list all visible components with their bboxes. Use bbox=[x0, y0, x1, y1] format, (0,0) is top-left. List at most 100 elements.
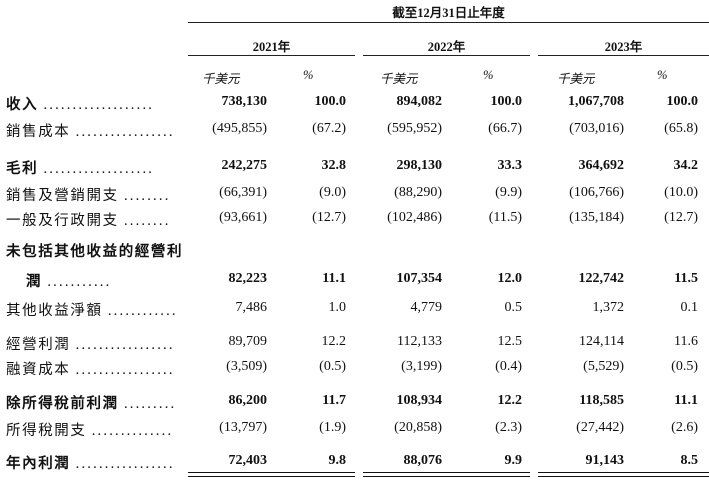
row-label: 潤 ........... bbox=[26, 270, 111, 291]
cell-pct-2021: (1.9) bbox=[319, 420, 346, 435]
cell-amount-2022: 298,130 bbox=[396, 158, 443, 173]
cell-amount-2023: 118,585 bbox=[579, 393, 624, 408]
year-2023-rule bbox=[538, 55, 709, 56]
unit-pct-2022: % bbox=[483, 68, 494, 82]
cell-pct-2022: 100.0 bbox=[490, 94, 523, 109]
cell-pct-2021: 100.0 bbox=[314, 94, 347, 109]
cell-amount-2022: (20,858) bbox=[394, 420, 442, 435]
row-label-text: 銷售成本 bbox=[6, 124, 71, 140]
cell-amount-2022: (3,199) bbox=[401, 359, 442, 374]
leader-dots: ........ bbox=[123, 213, 171, 229]
row-label-text: 潤 bbox=[26, 274, 43, 290]
row-label-text: 除所得稅前利潤 bbox=[6, 396, 119, 412]
row-label: 其他收益淨額 ............ bbox=[6, 299, 178, 320]
row-label-text: 融資成本 bbox=[6, 362, 71, 378]
cell-pct-2021: (9.0) bbox=[319, 185, 346, 200]
cell-amount-2021: (66,391) bbox=[219, 185, 267, 200]
leader-dots: ................. bbox=[75, 456, 175, 472]
cell-pct-2023: 100.0 bbox=[666, 94, 699, 109]
leader-dots: ......... bbox=[123, 396, 177, 412]
row-label: 收入 ................... bbox=[6, 93, 154, 114]
cell-pct-2023: 11.5 bbox=[674, 271, 698, 286]
cell-amount-2023: 122,742 bbox=[578, 271, 625, 286]
cell-pct-2021: 12.2 bbox=[321, 334, 347, 349]
cell-amount-2022: (595,952) bbox=[387, 121, 442, 136]
cell-pct-2022: 9.9 bbox=[504, 453, 523, 468]
leader-dots: ................. bbox=[75, 124, 175, 140]
cell-pct-2022: (9.9) bbox=[495, 185, 522, 200]
leader-dots: ................. bbox=[75, 337, 175, 353]
cell-pct-2021: 11.7 bbox=[322, 393, 346, 408]
cell-pct-2021: (67.2) bbox=[312, 121, 346, 136]
period-header: 截至12月31日止年度 bbox=[392, 6, 505, 20]
cell-amount-2021: 72,403 bbox=[228, 453, 268, 468]
row-label-text: 所得稅開支 bbox=[6, 423, 87, 439]
leader-dots: ................... bbox=[43, 97, 155, 113]
cell-amount-2023: 1,372 bbox=[592, 300, 625, 315]
unit-amount-2022: 千美元 bbox=[380, 72, 418, 86]
total-double-rule-2022 bbox=[363, 472, 530, 477]
year-2021-rule bbox=[188, 55, 355, 56]
cell-pct-2022: (66.7) bbox=[488, 121, 522, 136]
cell-pct-2022: (0.4) bbox=[495, 359, 522, 374]
row-label: 年內利潤 ................. bbox=[6, 452, 175, 473]
row-label-text: 收入 bbox=[6, 97, 39, 113]
unit-pct-2021: % bbox=[303, 68, 314, 82]
cell-pct-2021: 9.8 bbox=[328, 453, 347, 468]
cell-pct-2021: 32.8 bbox=[321, 158, 347, 173]
row-label-text: 銷售及營銷開支 bbox=[6, 188, 119, 204]
leader-dots: ........ bbox=[123, 188, 171, 204]
leader-dots: ............ bbox=[107, 303, 178, 319]
cell-pct-2021: 1.0 bbox=[328, 300, 347, 315]
cell-pct-2023: (65.8) bbox=[664, 121, 698, 136]
row-label: 銷售成本 ................. bbox=[6, 120, 175, 141]
row-label: 除所得稅前利潤 ......... bbox=[6, 392, 176, 413]
cell-amount-2023: 364,692 bbox=[578, 158, 625, 173]
row-label-text: 經營利潤 bbox=[6, 337, 71, 353]
cell-amount-2022: (102,486) bbox=[387, 210, 442, 225]
cell-amount-2022: 4,779 bbox=[410, 300, 443, 315]
cell-amount-2022: 112,133 bbox=[397, 334, 442, 349]
unit-amount-2021: 千美元 bbox=[202, 72, 240, 86]
leader-dots: ........... bbox=[47, 274, 112, 290]
cell-pct-2023: (2.6) bbox=[671, 420, 698, 435]
row-label-text: 一般及行政開支 bbox=[6, 213, 119, 229]
cell-amount-2022: 108,934 bbox=[396, 393, 443, 408]
cell-pct-2023: 34.2 bbox=[673, 158, 699, 173]
cell-amount-2021: (93,661) bbox=[219, 210, 267, 225]
cell-amount-2022: 894,082 bbox=[396, 94, 443, 109]
year-2023-header: 2023年 bbox=[604, 40, 643, 54]
cell-pct-2023: 11.6 bbox=[674, 334, 698, 349]
leader-dots: .............. bbox=[91, 423, 174, 439]
cell-pct-2023: (0.5) bbox=[671, 359, 698, 374]
cell-amount-2023: 91,143 bbox=[585, 453, 625, 468]
cell-amount-2021: 738,130 bbox=[221, 94, 268, 109]
cell-pct-2023: 0.1 bbox=[680, 300, 699, 315]
cell-amount-2022: 107,354 bbox=[396, 271, 443, 286]
cell-amount-2021: (3,509) bbox=[226, 359, 267, 374]
cell-pct-2021: (0.5) bbox=[319, 359, 346, 374]
cell-amount-2021: 86,200 bbox=[228, 393, 268, 408]
row-label: 毛利 ................... bbox=[6, 157, 154, 178]
row-label: 一般及行政開支 ........ bbox=[6, 209, 171, 230]
cell-pct-2023: (12.7) bbox=[664, 210, 698, 225]
unit-pct-2023: % bbox=[657, 68, 668, 82]
row-label: 融資成本 ................. bbox=[6, 358, 175, 379]
cell-pct-2023: 8.5 bbox=[680, 453, 699, 468]
cell-amount-2022: 88,076 bbox=[403, 453, 443, 468]
leader-dots: ................. bbox=[75, 362, 175, 378]
row-label: 所得稅開支 .............. bbox=[6, 419, 173, 440]
cell-pct-2022: 12.2 bbox=[497, 393, 523, 408]
cell-amount-2023: 124,114 bbox=[579, 334, 624, 349]
row-label-text: 未包括其他收益的經營利 bbox=[6, 244, 184, 260]
cell-amount-2021: 89,709 bbox=[228, 334, 268, 349]
row-label-text: 毛利 bbox=[6, 161, 39, 177]
cell-amount-2023: 1,067,708 bbox=[568, 94, 624, 109]
cell-pct-2022: (11.5) bbox=[488, 210, 522, 225]
cell-pct-2021: (12.7) bbox=[312, 210, 346, 225]
cell-amount-2021: 7,486 bbox=[235, 300, 268, 315]
row-label: 未包括其他收益的經營利 bbox=[6, 240, 183, 261]
leader-dots: ................... bbox=[43, 161, 155, 177]
year-2022-rule bbox=[363, 55, 530, 56]
cell-amount-2023: (5,529) bbox=[583, 359, 624, 374]
